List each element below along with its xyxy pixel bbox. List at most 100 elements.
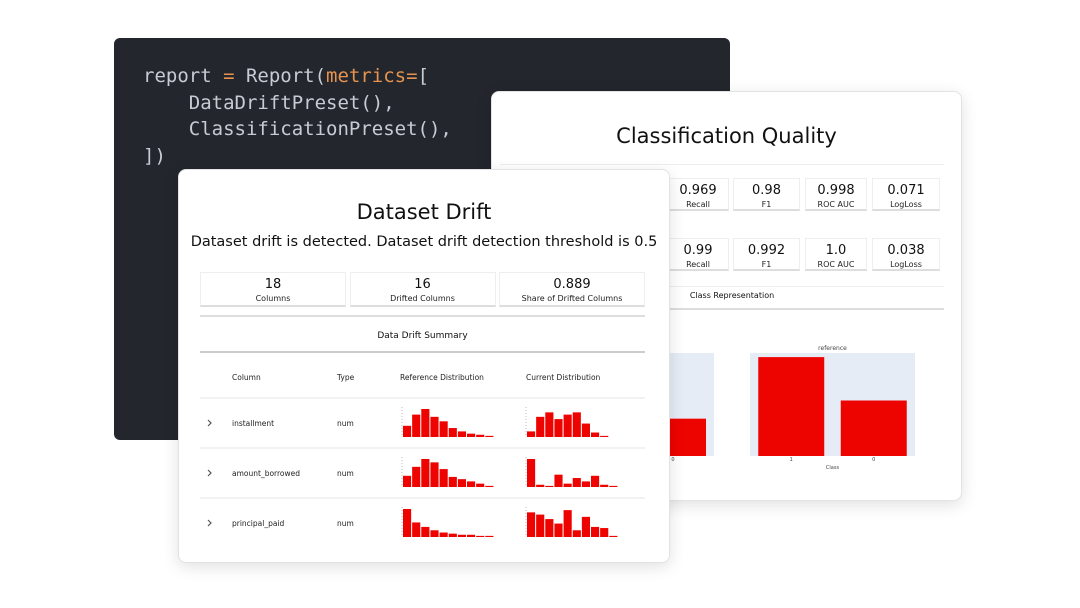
stat-value: 18: [264, 277, 282, 292]
code-line: ]): [143, 145, 166, 167]
hist-bar: [412, 414, 421, 437]
x-axis-label: Class: [826, 465, 840, 471]
metric-label: Recall: [686, 200, 710, 209]
code-line: ClassificationPreset(),: [143, 118, 452, 140]
hist-bar: [485, 485, 494, 487]
hist-bar: [554, 523, 563, 537]
column-name: amount_borrowed: [232, 469, 300, 478]
hist-bar: [403, 509, 412, 537]
hist-bar: [581, 481, 590, 487]
code-token: ]): [143, 144, 166, 167]
hist-bar: [448, 428, 457, 437]
metric-box: 1.0 ROC AUC: [805, 238, 867, 271]
code-token: metrics=: [326, 65, 418, 87]
column-header: Type: [336, 373, 355, 382]
hist-bar: [536, 484, 545, 487]
hist-bar: [467, 433, 476, 437]
hist-bar: [412, 466, 421, 487]
hist-bar: [563, 414, 572, 437]
hist-bar: [554, 419, 563, 437]
column-name: installment: [232, 419, 274, 428]
hist-bar: [457, 479, 466, 487]
hist-bar: [545, 485, 554, 487]
code-token: [: [417, 65, 430, 87]
code-token: ClassificationPreset(),: [143, 118, 452, 140]
hist-bar: [600, 528, 609, 537]
section-title: Class Representation: [689, 291, 775, 300]
column-type: num: [337, 519, 354, 528]
column-type: num: [337, 469, 354, 478]
metric-label: Recall: [686, 260, 710, 269]
metric-box: 0.992 F1: [733, 238, 800, 271]
metric-label: LogLoss: [890, 260, 922, 269]
drift-table: Column Type Reference Distribution Current …: [200, 373, 645, 537]
hist-bar: [536, 416, 545, 437]
hist-bar: [591, 475, 600, 487]
subtitle: Dataset drift is detected. Dataset drift…: [190, 234, 658, 250]
hist-bar: [421, 409, 430, 437]
hist-bar: [476, 535, 485, 537]
hist-bar: [527, 431, 536, 437]
expand-chevron[interactable]: [207, 419, 212, 427]
metric-label: F1: [761, 200, 772, 209]
metric-box: 0.038 LogLoss: [872, 238, 940, 271]
stat-box: 0.889 Share of Drifted Columns: [499, 272, 645, 307]
hist-bar: [430, 530, 439, 537]
hist-bar: [457, 534, 466, 537]
hist-bar: [421, 459, 430, 487]
x-tick-label: 1: [790, 457, 793, 463]
hist-bar: [563, 510, 572, 537]
code-token: =: [223, 65, 246, 87]
expand-chevron[interactable]: [207, 469, 212, 477]
table-title: Data Drift Summary: [377, 331, 468, 341]
hist-bar: [430, 462, 439, 487]
metric-label: F1: [761, 260, 772, 269]
metric-value: 1.0: [825, 243, 847, 258]
hist-bar: [457, 431, 466, 437]
expand-chevron[interactable]: [207, 519, 212, 527]
hist-bar: [439, 532, 448, 537]
hist-bar: [572, 530, 581, 537]
column-header: Current Distribution: [526, 373, 601, 382]
hist-bar: [527, 512, 536, 537]
stat-value: 0.889: [553, 277, 591, 292]
stat-label: Columns: [255, 294, 291, 303]
metric-label: LogLoss: [890, 200, 922, 209]
hist-bar: [572, 478, 581, 487]
hist-bar: [609, 535, 618, 537]
metric-value: 0.998: [817, 183, 855, 198]
hist-bar: [581, 516, 590, 537]
hist-bar: [403, 425, 412, 437]
hist-bar: [591, 432, 600, 437]
metric-value: 0.969: [679, 183, 717, 198]
stat-label: Drifted Columns: [390, 294, 455, 303]
hist-bar: [600, 435, 609, 437]
hist-bar: [600, 484, 609, 487]
hist-bar: [476, 434, 485, 437]
stat-label: Share of Drifted Columns: [521, 294, 623, 303]
hist-bar: [476, 483, 485, 487]
hist-bar: [448, 476, 457, 487]
hist-bar: [536, 514, 545, 537]
code-token: Report(: [245, 65, 327, 87]
title: Classification Quality: [616, 124, 837, 148]
column-name: principal_paid: [232, 519, 285, 528]
code-token: DataDriftPreset(),: [143, 91, 395, 114]
hist-bar: [591, 526, 600, 537]
hist-bar: [439, 421, 448, 437]
metric-value: 0.071: [887, 183, 925, 198]
metric-value: 0.99: [683, 243, 713, 258]
hist-bar: [554, 474, 563, 487]
code-line: report = Report(metrics=[: [143, 65, 429, 87]
hist-bar: [421, 526, 430, 537]
bar: [758, 357, 825, 456]
hist-bar: [545, 519, 554, 537]
metric-box: 0.969 Recall: [667, 178, 729, 211]
hist-bar: [545, 412, 554, 437]
metric-box: 0.071 LogLoss: [872, 178, 940, 211]
title: Dataset Drift: [356, 200, 492, 224]
x-tick-label: 0: [671, 457, 674, 463]
column-type: num: [337, 419, 354, 428]
stat-box: 16 Drifted Columns: [349, 272, 496, 307]
